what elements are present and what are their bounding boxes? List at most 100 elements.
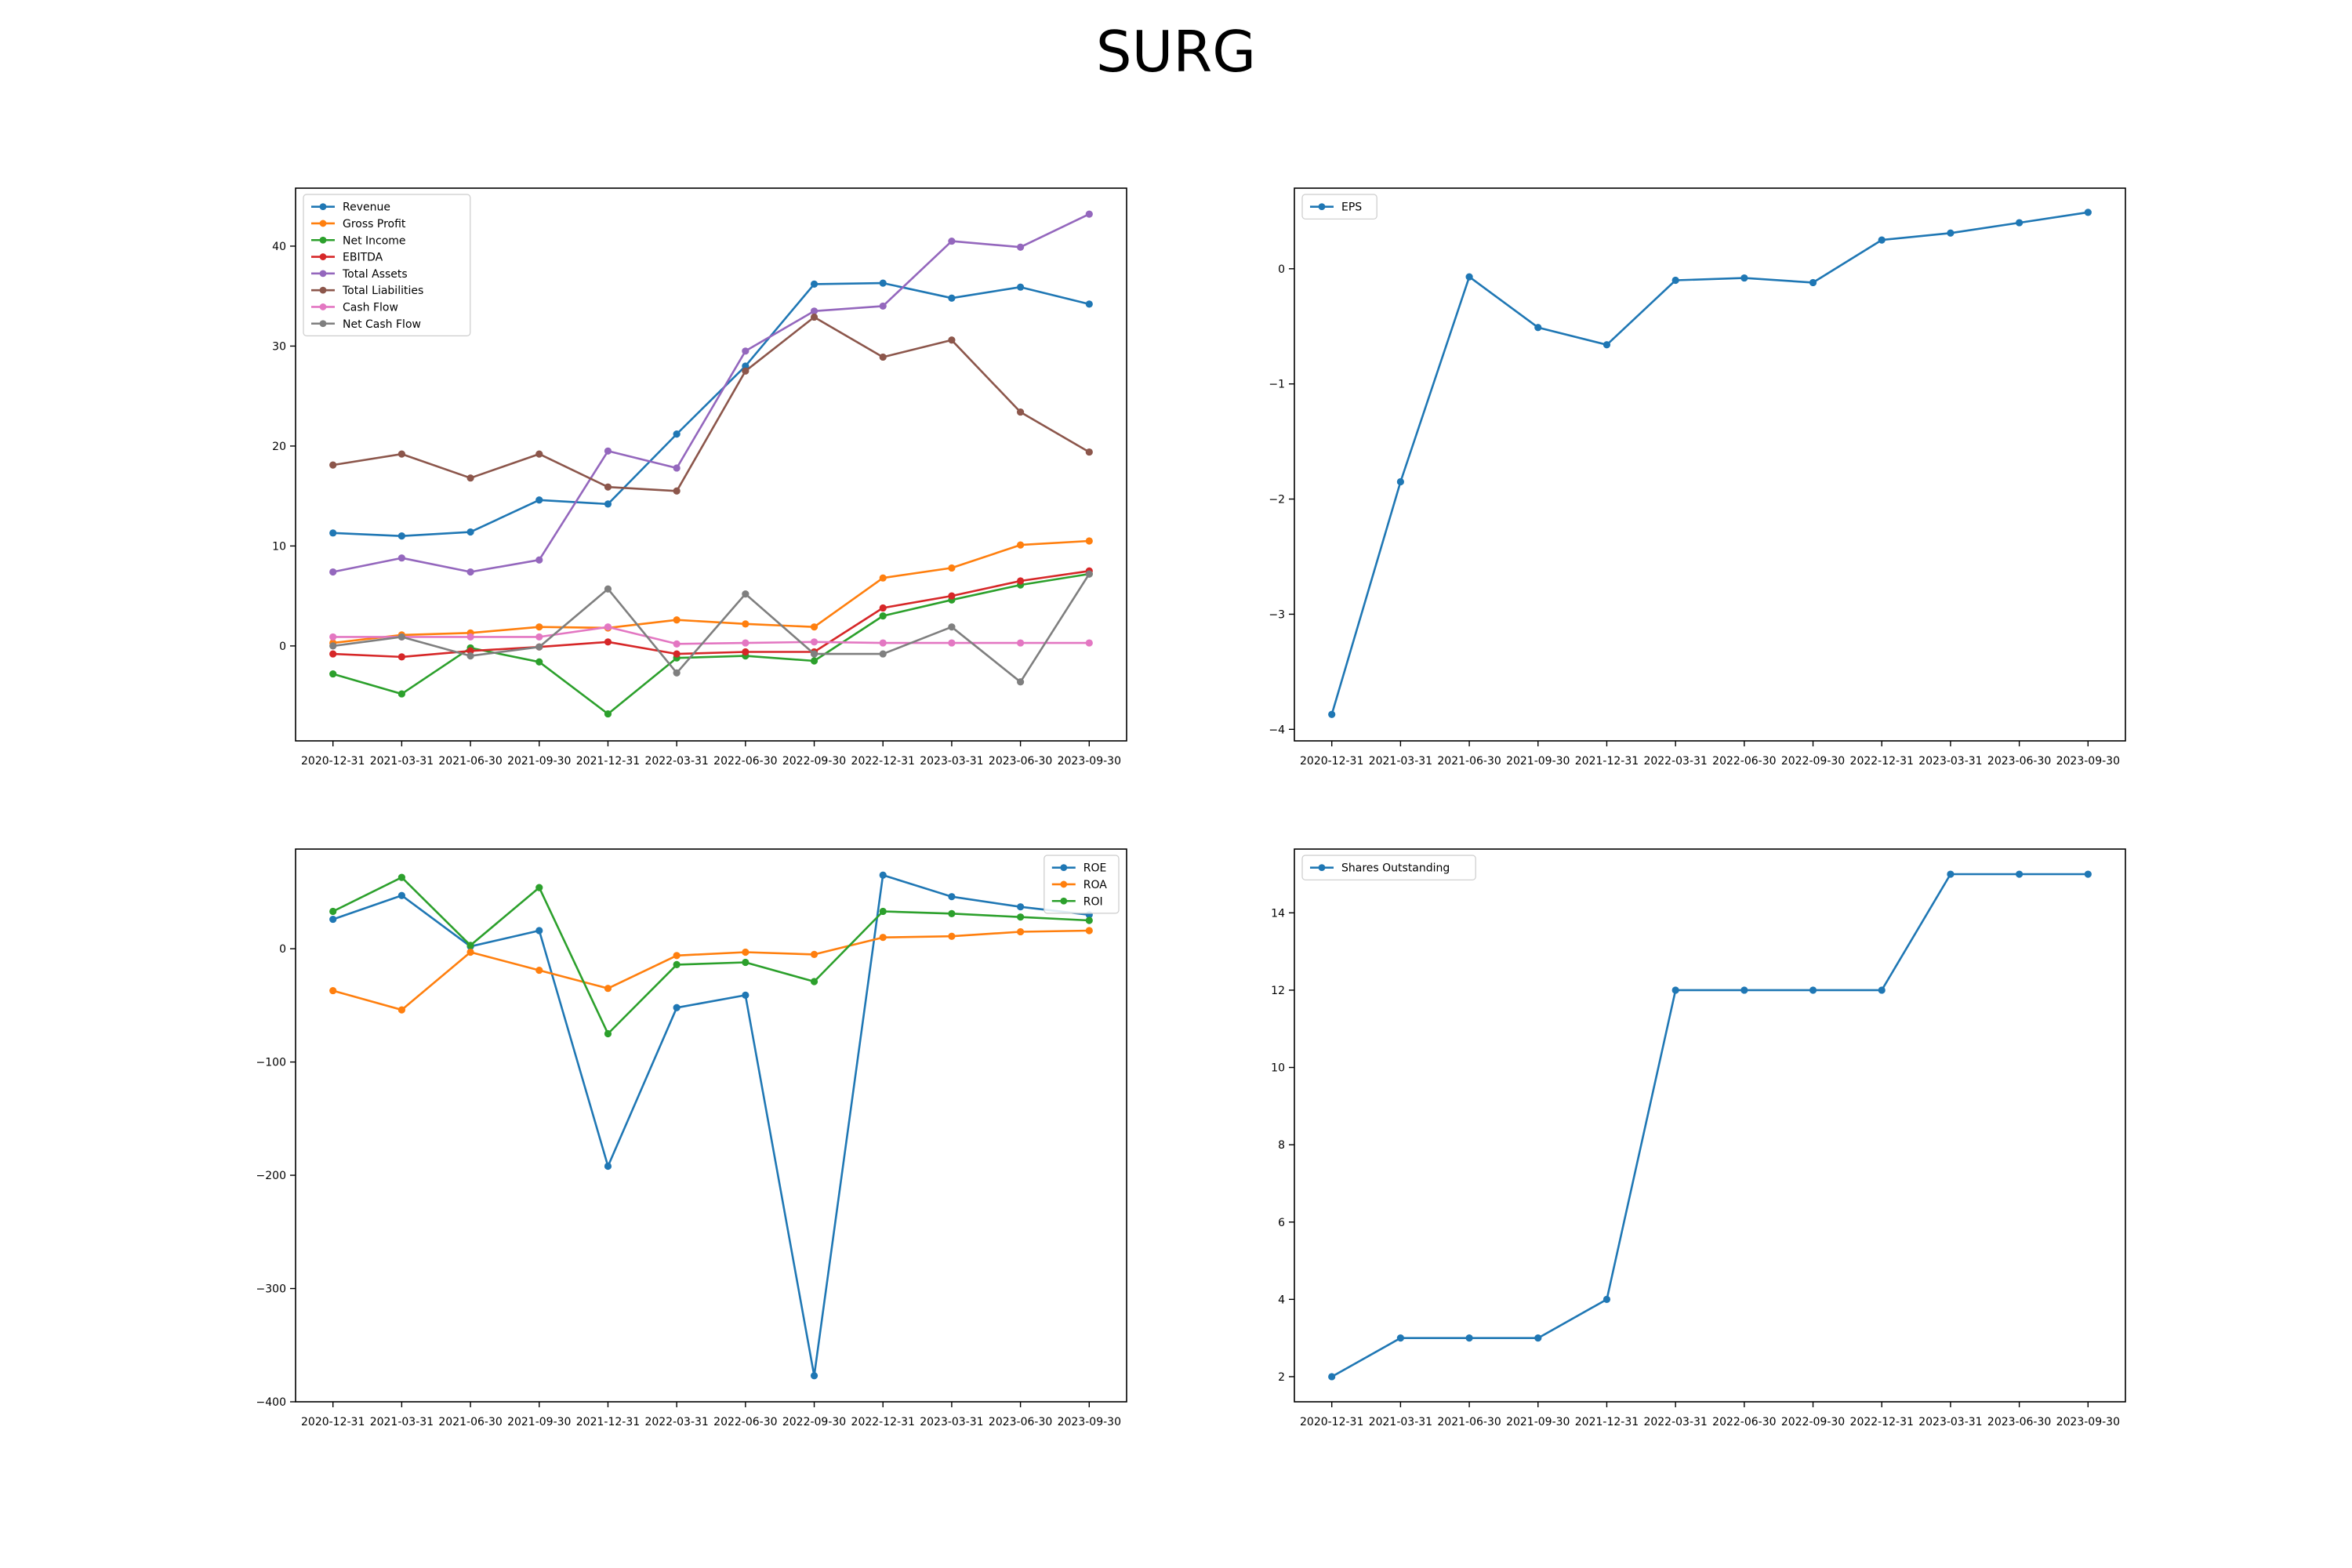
data-point-shares-outstanding [2084, 870, 2092, 878]
x-tick-label: 2021-03-31 [1369, 755, 1432, 768]
y-tick-label: −400 [256, 1396, 286, 1409]
series-line-shares-outstanding [1331, 873, 2089, 1378]
data-point-revenue [879, 279, 887, 287]
data-point-roa [1017, 927, 1025, 936]
data-point-shares-outstanding [2016, 870, 2024, 878]
data-point-eps [2084, 209, 2092, 216]
shares-outstanding-chart: 2020-12-31 2021-03-31 2021-06-30 2021-09-30… [1271, 848, 2126, 1428]
data-point-roe [329, 915, 337, 924]
legend-label: Net Income [343, 234, 406, 247]
legend-marker [319, 303, 327, 310]
y-tick-label: 14 [1271, 907, 1285, 920]
x-tick-label: 2022-09-30 [1781, 1416, 1845, 1428]
x-tick-label: 2021-03-31 [1369, 1416, 1432, 1428]
x-tick-label: 2023-09-30 [1058, 755, 1121, 768]
x-tick-label: 2023-03-31 [920, 1416, 983, 1428]
data-point-roi [673, 960, 681, 968]
series-line-net-income [332, 572, 1090, 715]
data-point-total-liabilities [879, 353, 887, 361]
y-tick-label: 10 [272, 540, 286, 553]
data-point-roa [604, 985, 612, 993]
data-point-ebitda [604, 638, 612, 646]
legend-box [1301, 855, 1476, 880]
data-point-net-cash-flow [948, 623, 956, 631]
data-point-total-assets [879, 302, 887, 310]
data-point-roi [604, 1029, 612, 1038]
data-point-shares-outstanding [1465, 1334, 1473, 1342]
data-point-total-liabilities [466, 474, 474, 482]
data-point-total-liabilities [810, 313, 818, 321]
x-tick-label: 2021-06-30 [1437, 1416, 1501, 1428]
data-point-ebitda [948, 592, 956, 600]
data-point-cash-flow [673, 640, 681, 648]
legend-label: ROI [1083, 895, 1103, 908]
legend-marker [319, 270, 327, 278]
series-line-total-assets [332, 212, 1090, 573]
data-point-eps [1878, 236, 1886, 244]
data-point-revenue [329, 529, 337, 537]
returns-chart: 2020-12-31 2021-03-31 2021-06-30 2021-09-30… [256, 848, 1127, 1428]
axes-frame [295, 848, 1127, 1403]
data-point-total-assets [329, 568, 337, 576]
legend-label: EPS [1341, 201, 1362, 214]
data-point-total-assets [810, 307, 818, 315]
data-point-roi [810, 978, 818, 985]
data-point-roa [810, 950, 818, 958]
legend-marker [319, 203, 327, 211]
data-point-roa [397, 1006, 405, 1014]
data-point-roe [879, 871, 887, 879]
data-point-eps [1602, 341, 1611, 349]
data-point-total-liabilities [604, 483, 612, 491]
data-point-revenue [604, 500, 612, 508]
x-tick-label: 2022-12-31 [1850, 1416, 1914, 1428]
data-point-cash-flow [329, 633, 337, 641]
x-tick-label: 2022-03-31 [1643, 755, 1707, 768]
legend-marker [1060, 897, 1068, 905]
x-tick-label: 2023-06-30 [1987, 755, 2051, 768]
x-tick-label: 2022-09-30 [782, 755, 846, 768]
y-tick-label: −3 [1269, 608, 1285, 621]
data-point-roi [466, 942, 474, 949]
data-point-cash-flow [466, 633, 474, 641]
data-point-roa [535, 966, 543, 975]
data-point-roe [742, 991, 750, 999]
y-tick-label: 0 [279, 943, 286, 956]
data-point-total-liabilities [535, 450, 543, 458]
data-point-net-income [810, 657, 818, 665]
data-point-total-liabilities [742, 367, 750, 375]
data-point-total-assets [397, 554, 405, 562]
series-line-eps [1330, 211, 2089, 715]
data-point-roa [329, 986, 337, 995]
series-line-roa [332, 929, 1090, 1011]
data-point-net-cash-flow [604, 585, 612, 593]
data-point-shares-outstanding [1602, 1295, 1611, 1303]
financials-chart: 2020-12-31 2021-03-31 2021-06-30 2021-09-30… [272, 187, 1127, 768]
x-tick-label: 2022-06-30 [1712, 1416, 1776, 1428]
data-point-gross-profit [879, 574, 887, 582]
x-tick-label: 2022-12-31 [1850, 755, 1914, 768]
x-tick-label: 2020-12-31 [301, 1416, 365, 1428]
x-tick-label: 2020-12-31 [301, 755, 365, 768]
x-tick-label: 2023-03-31 [1918, 755, 1982, 768]
data-point-eps [2016, 219, 2024, 227]
x-tick-label: 2022-03-31 [1643, 1416, 1707, 1428]
x-tick-label: 2022-06-30 [1712, 755, 1776, 768]
x-tick-label: 2021-03-31 [370, 755, 434, 768]
series-line-gross-profit [332, 539, 1090, 644]
data-point-total-liabilities [948, 336, 956, 344]
data-point-roi [397, 873, 405, 881]
series-line-roi [332, 876, 1090, 1035]
data-point-cash-flow [1017, 639, 1025, 647]
x-tick-label: 2021-03-31 [370, 1416, 434, 1428]
legend-label: ROE [1083, 862, 1107, 875]
x-tick-label: 2023-03-31 [1918, 1416, 1982, 1428]
data-point-net-cash-flow [466, 652, 474, 660]
legend-label: ROA [1083, 879, 1108, 891]
data-point-total-assets [466, 568, 474, 576]
data-point-ebitda [879, 604, 887, 612]
data-point-net-income [329, 670, 337, 678]
x-tick-label: 2023-09-30 [1058, 1416, 1121, 1428]
data-point-net-cash-flow [397, 633, 405, 641]
data-point-cash-flow [810, 638, 818, 646]
x-tick-label: 2022-03-31 [644, 1416, 708, 1428]
